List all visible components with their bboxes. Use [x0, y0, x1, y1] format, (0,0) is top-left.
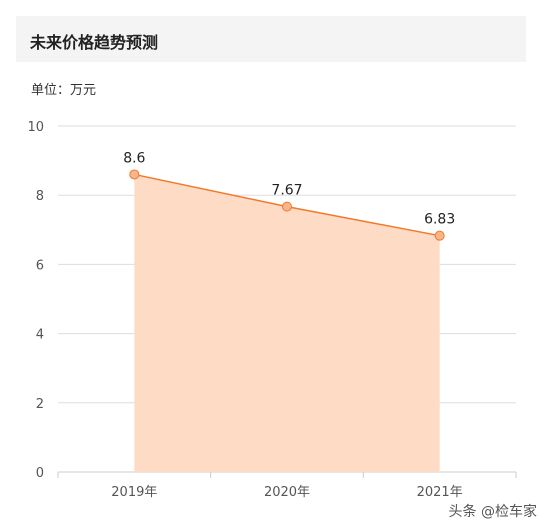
chart-title: 未来价格趋势预测 — [30, 33, 159, 52]
y-tick-label: 4 — [36, 328, 44, 343]
data-point — [129, 169, 140, 180]
y-tick-label: 6 — [36, 258, 44, 273]
y-tick-label: 0 — [36, 466, 44, 481]
chart-header: 未来价格趋势预测 — [16, 16, 526, 62]
y-tick-label: 8 — [36, 189, 44, 204]
x-tick-label: 2019年 — [111, 485, 157, 500]
unit-label: 单位：万元 — [31, 83, 97, 98]
y-tick-label: 2 — [36, 397, 44, 412]
y-tick-label: 10 — [27, 120, 44, 135]
data-point — [434, 230, 445, 241]
data-point — [282, 201, 292, 212]
data-label: 8.6 — [123, 150, 145, 166]
x-tick-label: 2020年 — [264, 485, 310, 500]
x-tick-label: 2021年 — [417, 485, 463, 500]
data-label: 6.83 — [424, 212, 455, 228]
data-label: 7.67 — [271, 183, 302, 199]
series-area — [134, 174, 440, 472]
watermark: 头条 @检车家 — [448, 504, 537, 520]
